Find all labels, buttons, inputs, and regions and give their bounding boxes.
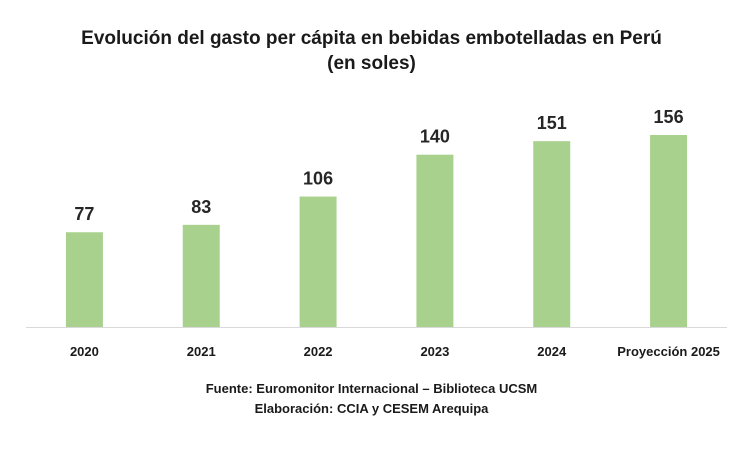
bar-2021 xyxy=(182,224,220,327)
chart-title: Evolución del gasto per cápita en bebida… xyxy=(0,26,743,76)
data-label: 156 xyxy=(654,107,684,127)
data-label: 140 xyxy=(420,127,450,147)
x-tick-label: 2023 xyxy=(420,344,449,359)
data-label: 151 xyxy=(537,113,567,133)
x-tick-label: 2022 xyxy=(304,344,333,359)
chart-title-line2: (en soles) xyxy=(327,53,416,74)
x-tick-label: 2024 xyxy=(537,344,567,359)
x-tick-label: 2020 xyxy=(70,344,99,359)
chart-title-line1: Evolución del gasto per cápita en bebida… xyxy=(81,28,662,49)
source-note: Fuente: Euromonitor Internacional – Bibl… xyxy=(205,381,538,396)
x-tick-labels-group: 2020 2021 2022 2023 2024 Proyección 2025 xyxy=(70,344,720,359)
x-tick-label: 2021 xyxy=(187,344,216,359)
bars-group xyxy=(65,135,688,327)
data-labels-group: 77 83 106 140 151 156 xyxy=(74,107,683,224)
bar-proyección-2025 xyxy=(650,135,688,327)
data-label: 83 xyxy=(191,197,211,217)
bar-2022 xyxy=(299,196,337,327)
bar-2023 xyxy=(416,154,454,327)
bar-2024 xyxy=(533,141,571,327)
bar-2020 xyxy=(65,232,103,327)
x-tick-label: Proyección 2025 xyxy=(617,344,720,359)
credit-note: Elaboración: CCIA y CESEM Arequipa xyxy=(254,401,489,416)
data-label: 106 xyxy=(303,169,333,189)
data-label: 77 xyxy=(74,204,94,224)
chart-footer: Fuente: Euromonitor Internacional – Bibl… xyxy=(0,379,743,419)
